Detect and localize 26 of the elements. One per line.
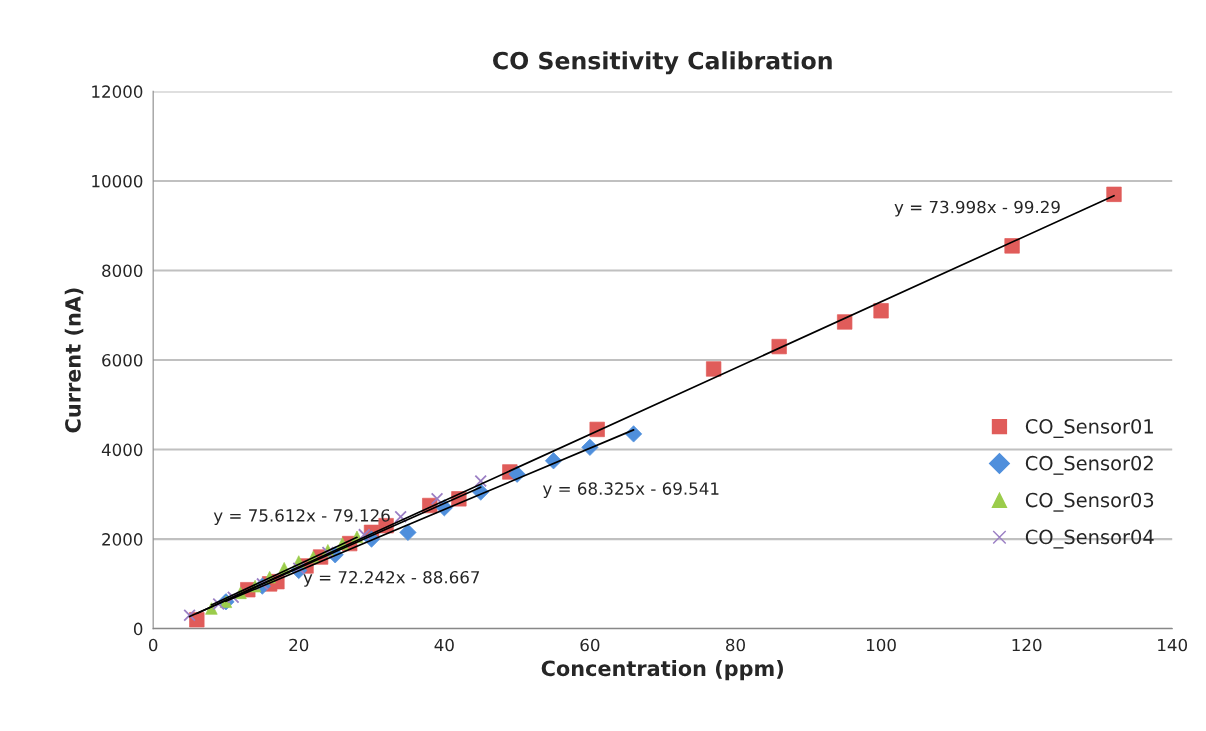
x-tick-label: 0 — [148, 638, 158, 652]
y-tick-label: 10000 — [92, 174, 143, 188]
y-tick-label: 8000 — [102, 264, 143, 278]
legend-label: CO_Sensor03 — [1025, 492, 1154, 512]
annotation: y = 72.242x - 88.667 — [303, 570, 480, 587]
x-tick-label: 120 — [1012, 638, 1042, 652]
y-tick-label: 0 — [133, 622, 143, 636]
y-axis-title: Current (nA) — [64, 288, 84, 433]
x-tick-label: 20 — [289, 638, 309, 652]
y-tick-label: 2000 — [102, 533, 143, 546]
y-tick-label: 4000 — [101, 443, 143, 457]
legend-label: CO_Sensor04 — [1025, 529, 1154, 549]
x-axis-title: Concentration (ppm) — [541, 660, 783, 681]
y-tick-label: 6000 — [102, 353, 143, 367]
x-tick-label: 40 — [434, 638, 454, 652]
x-tick-label: 80 — [726, 638, 745, 652]
legend-label: CO_Sensor01 — [1025, 418, 1153, 438]
chart-title: CO Sensitivity Calibration — [493, 51, 832, 75]
annotation: y = 68.325x - 69.541 — [542, 482, 719, 499]
legend-label: CO_Sensor02 — [1025, 455, 1153, 475]
annotation: y = 75.612x - 79.126 — [213, 509, 390, 525]
x-tick-label: 60 — [580, 638, 600, 652]
x-tick-label: 100 — [866, 638, 896, 652]
y-tick-label: 12000 — [92, 85, 143, 98]
annotation: y = 73.998x - 99.29 — [894, 200, 1060, 217]
x-tick-label: 140 — [1158, 638, 1188, 652]
